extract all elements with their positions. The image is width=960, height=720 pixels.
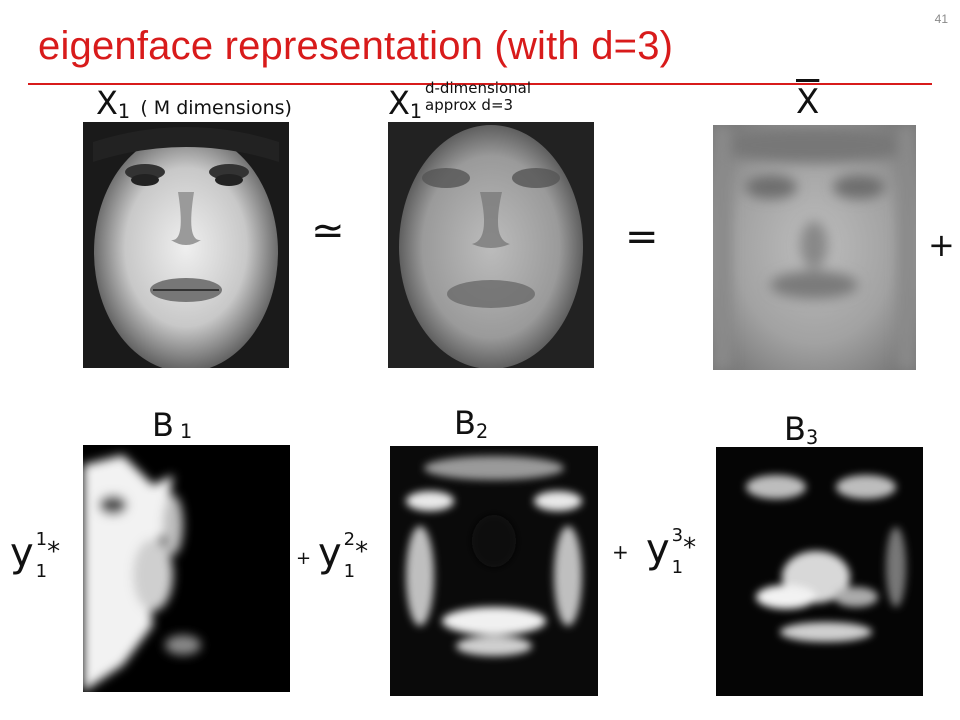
eigenface-3 (716, 447, 923, 696)
plus-symbol-row1: + (928, 226, 955, 264)
x1-approx-label: X1 (388, 84, 423, 123)
x1-label: X1 ( M dimensions) (96, 84, 292, 123)
coefficient-y1-2: y 2 1 * (318, 529, 369, 582)
x1-approx-note-line2: approx d=3 (425, 96, 514, 114)
approx-symbol: ≃ (311, 208, 345, 254)
b3-label: B3 (784, 410, 819, 449)
eigenface-1 (83, 445, 290, 692)
mean-face (713, 125, 916, 370)
coefficient-y1-3: y 3 1 * (646, 525, 697, 578)
mean-face-label: X (796, 82, 820, 122)
equals-symbol: = (625, 214, 659, 260)
times-symbol-2: * (355, 537, 369, 567)
title-divider (28, 83, 932, 85)
eigenface-2 (390, 446, 598, 696)
times-symbol-3: * (683, 533, 697, 563)
slide-title: eigenface representation (with d=3) (38, 24, 674, 68)
slide-number: 41 (934, 12, 948, 26)
x1-approx-note-line1: d-dimensional (425, 79, 531, 97)
face-photo (83, 122, 289, 368)
plus-symbol-b2: + (612, 540, 629, 564)
x1-approx-note: d-dimensional approx d=3 (424, 80, 531, 114)
times-symbol-1: * (47, 537, 61, 567)
plus-symbol-b1: + (296, 548, 312, 569)
face-reconstruction (388, 122, 594, 368)
coefficient-y1-1: y 1 1 * (10, 529, 61, 582)
b2-label: B2 (454, 404, 489, 443)
x1-dimension-note: ( M dimensions) (140, 97, 292, 119)
